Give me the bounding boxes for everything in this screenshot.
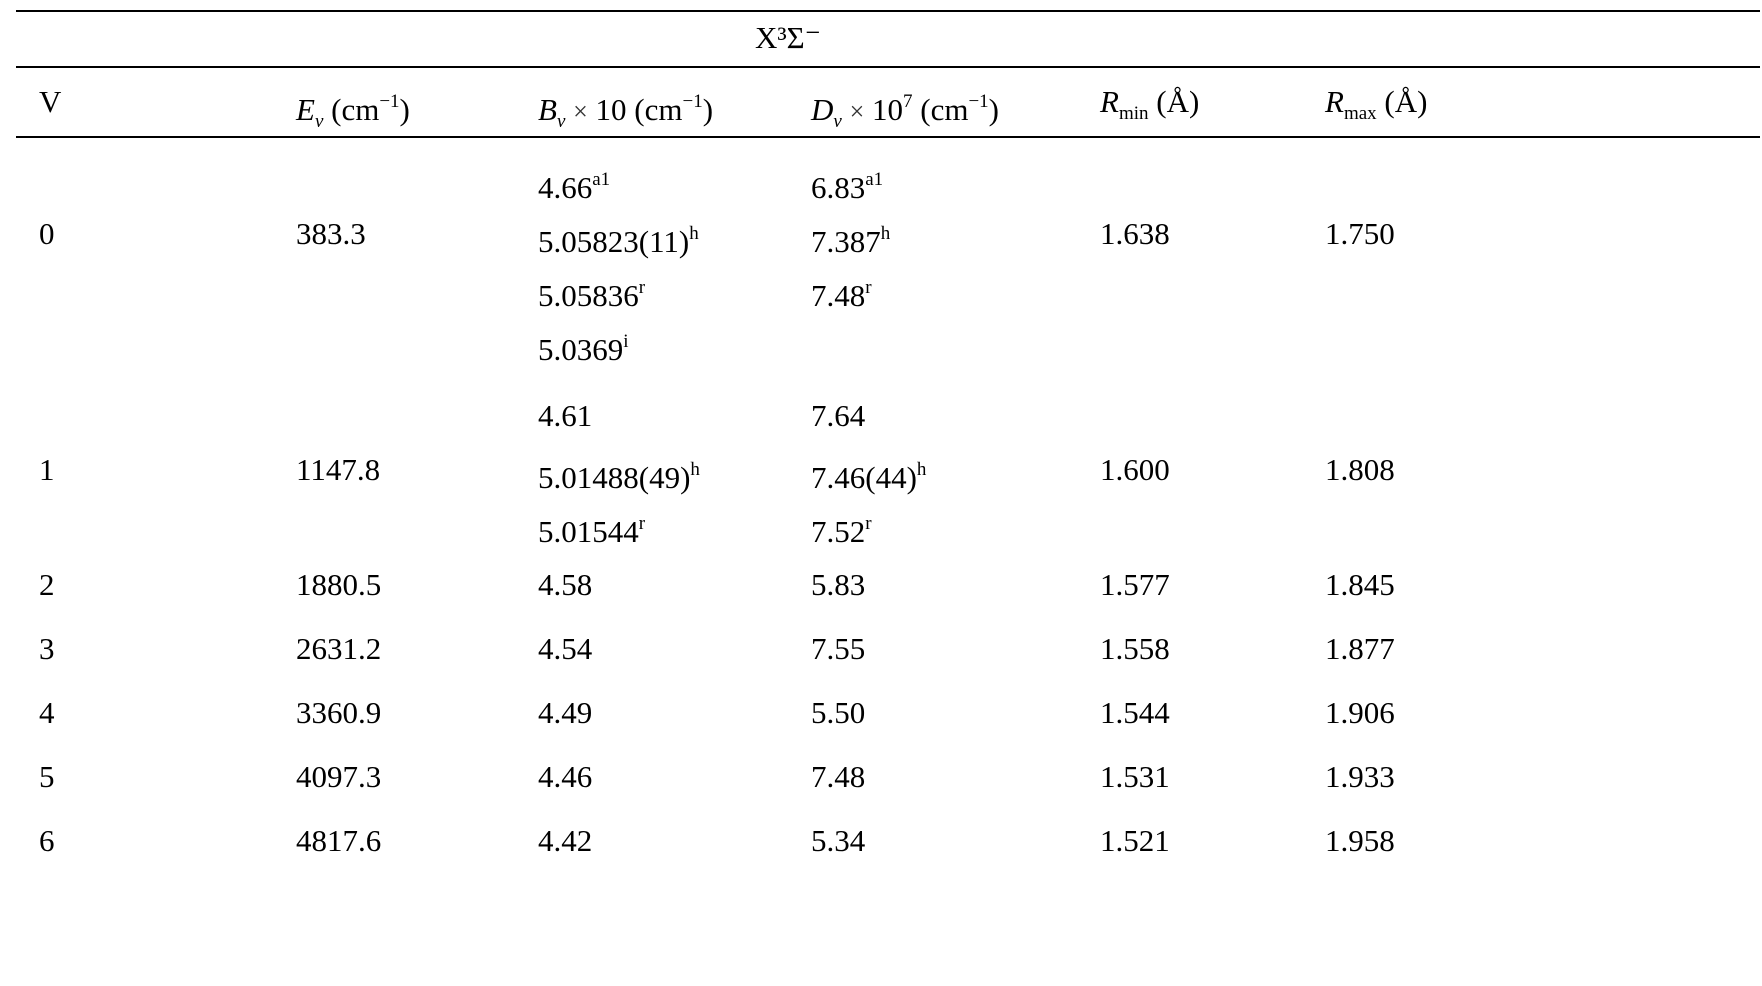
top-rule	[16, 10, 1760, 12]
cell-dv: 6.83a1	[811, 169, 884, 205]
cell-rmin: 1.638	[1100, 216, 1170, 251]
cell-v: 2	[39, 567, 55, 602]
cell-rmax: 1.750	[1325, 216, 1395, 251]
cell-dv: 7.46(44)h	[811, 459, 927, 495]
cell-dv: 7.64	[811, 398, 866, 433]
cell-ev: 2631.2	[296, 631, 382, 666]
cell-ev: 383.3	[296, 216, 366, 251]
header-bv: Bv × 10 (cm−1)	[538, 91, 714, 132]
cell-bv: 4.42	[538, 823, 593, 858]
cell-bv: 5.01544r	[538, 513, 646, 549]
cell-dv: 5.50	[811, 695, 866, 730]
cell-bv: 4.58	[538, 567, 593, 602]
cell-rmax: 1.808	[1325, 452, 1395, 487]
cell-v: 5	[39, 759, 55, 794]
header-ev: Ev (cm−1)	[296, 91, 410, 132]
cell-ev: 1880.5	[296, 567, 382, 602]
cell-ev: 3360.9	[296, 695, 382, 730]
cell-rmax: 1.933	[1325, 759, 1395, 794]
cell-rmin: 1.531	[1100, 759, 1170, 794]
cell-rmax: 1.906	[1325, 695, 1395, 730]
cell-bv: 4.49	[538, 695, 593, 730]
cell-bv: 5.01488(49)h	[538, 459, 700, 495]
cell-dv: 7.48r	[811, 277, 872, 313]
cell-bv: 5.05823(11)h	[538, 223, 699, 259]
cell-v: 0	[39, 216, 55, 251]
state-label: X³Σ⁻	[754, 20, 822, 55]
cell-rmax: 1.845	[1325, 567, 1395, 602]
header-v: V	[39, 84, 62, 119]
cell-rmin: 1.577	[1100, 567, 1170, 602]
cell-bv: 4.54	[538, 631, 593, 666]
cell-v: 6	[39, 823, 55, 858]
header-rmax: Rmax (Å)	[1325, 84, 1428, 124]
cell-rmax: 1.958	[1325, 823, 1395, 858]
cell-rmin: 1.600	[1100, 452, 1170, 487]
header-dv: Dv × 107 (cm−1)	[811, 91, 999, 132]
header-rule	[16, 136, 1760, 138]
cell-bv: 4.46	[538, 759, 593, 794]
cell-bv: 4.66a1	[538, 169, 611, 205]
cell-dv: 7.52r	[811, 513, 872, 549]
header-rmin: Rmin (Å)	[1100, 84, 1200, 124]
cell-rmin: 1.558	[1100, 631, 1170, 666]
cell-ev: 4097.3	[296, 759, 382, 794]
cell-bv: 4.61	[538, 398, 593, 433]
cell-ev: 1147.8	[296, 452, 381, 487]
cell-bv: 5.0369i	[538, 331, 629, 367]
cell-rmin: 1.521	[1100, 823, 1170, 858]
cell-v: 3	[39, 631, 55, 666]
cell-dv: 5.83	[811, 567, 866, 602]
cell-rmax: 1.877	[1325, 631, 1395, 666]
cell-dv: 7.387h	[811, 223, 891, 259]
state-rule	[16, 66, 1760, 68]
cell-v: 1	[39, 452, 55, 487]
cell-bv: 5.05836r	[538, 277, 646, 313]
cell-rmin: 1.544	[1100, 695, 1170, 730]
cell-ev: 4817.6	[296, 823, 382, 858]
cell-dv: 7.55	[811, 631, 866, 666]
cell-v: 4	[39, 695, 55, 730]
cell-dv: 7.48	[811, 759, 866, 794]
cell-dv: 5.34	[811, 823, 866, 858]
